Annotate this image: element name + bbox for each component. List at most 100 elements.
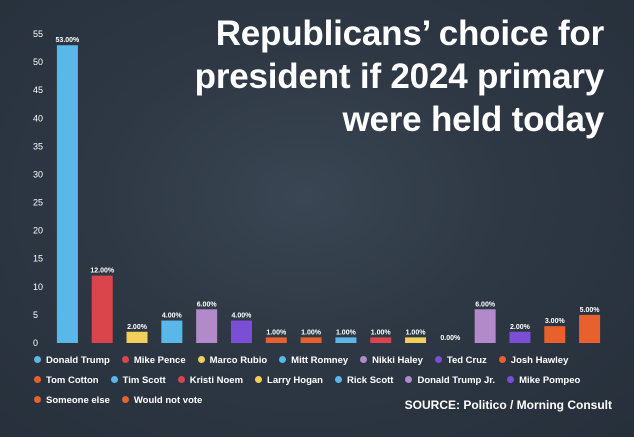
legend-label: Larry Hogan (267, 375, 323, 386)
data-label: 6.00% (197, 301, 218, 308)
legend-label: Kristi Noem (189, 375, 244, 386)
data-label: 5.00% (580, 307, 601, 314)
y-tick-label: 55 (33, 29, 43, 39)
bar (300, 337, 322, 343)
y-tick-label: 35 (33, 141, 43, 151)
legend-label: Josh Hawley (510, 355, 569, 366)
legend-swatch (34, 396, 41, 403)
legend-swatch (121, 356, 129, 363)
data-label: 6.00% (475, 301, 496, 308)
legend-item: Mike Pence (121, 351, 186, 371)
legend-swatch (177, 376, 185, 383)
y-tick-label: 20 (33, 226, 43, 236)
legend-item: Tom Cotton (34, 371, 99, 391)
data-label: 4.00% (232, 313, 253, 320)
legend-item: Kristi Noem (177, 371, 244, 391)
legend-item: Someone else (34, 391, 110, 411)
bar (370, 337, 392, 343)
data-label: 12.00% (90, 268, 115, 275)
legend-swatch (197, 356, 205, 363)
bar (405, 337, 427, 343)
legend-swatch (255, 376, 263, 383)
legend-swatch (360, 356, 368, 363)
y-tick-label: 10 (33, 282, 43, 292)
legend-swatch (34, 356, 41, 363)
data-label: 0.00% (440, 335, 461, 342)
legend-swatch (110, 376, 118, 383)
data-label: 4.00% (162, 313, 183, 320)
data-label: 3.00% (545, 318, 566, 325)
data-label: 53.00% (56, 37, 81, 44)
y-axis: 0 5 10 15 20 25 30 35 40 45 50 55 (33, 29, 43, 348)
bar (509, 331, 531, 343)
bar (265, 337, 287, 343)
y-tick-label: 15 (33, 254, 43, 264)
legend-label: Tom Cotton (46, 375, 99, 386)
data-label: 1.00% (371, 329, 392, 336)
legend-item: Nikki Haley (360, 351, 423, 371)
legend-item: Donald Trump (34, 351, 110, 371)
data-label: 2.00% (127, 324, 148, 331)
legend-label: Tim Scott (122, 375, 166, 386)
bar (335, 337, 357, 343)
legend-label: Ted Cruz (446, 355, 487, 366)
chart-title-line-3: were held today (342, 100, 604, 139)
data-label: 1.00% (336, 329, 357, 336)
legend-item: Donald Trump Jr. (405, 371, 495, 391)
y-tick-label: 40 (33, 113, 43, 123)
bar (579, 314, 601, 343)
data-label: 1.00% (301, 329, 322, 336)
legend-item: Larry Hogan (255, 371, 323, 391)
legend-item: Would not vote (121, 391, 203, 411)
bar (544, 326, 566, 343)
legend-swatch (507, 376, 515, 383)
source-note: SOURCE: Politico / Morning Consult (404, 398, 612, 412)
data-labels-group: 53.00% 12.00% 2.00% 4.00% 6.00% 4.00% 1.00% 1.0… (56, 37, 601, 342)
bar (161, 320, 183, 343)
legend-label: Mike Pompeo (519, 375, 581, 386)
data-label: 1.00% (266, 329, 287, 336)
legend-swatch (498, 356, 506, 363)
legend-swatch (434, 356, 442, 363)
chart-title-line-1: Republicans’ choice for (215, 14, 604, 53)
legend-label: Rick Scott (347, 375, 394, 386)
data-label: 2.00% (510, 324, 531, 331)
legend-label: Someone else (46, 395, 110, 406)
legend-item: Rick Scott (335, 371, 393, 391)
legend-item: Marco Rubio (197, 351, 268, 371)
legend-item: Mike Pompeo (507, 371, 580, 391)
legend-label: Donald Trump Jr. (417, 375, 496, 386)
bar (474, 309, 496, 343)
bar (230, 320, 252, 343)
legend-swatch (279, 356, 287, 363)
y-tick-label: 25 (33, 198, 43, 208)
legend-label: Mitt Romney (291, 355, 349, 366)
bar (126, 331, 148, 343)
y-tick-label: 0 (33, 338, 38, 348)
legend-label: Marco Rubio (209, 355, 268, 366)
legend-item: Mitt Romney (279, 351, 348, 371)
bar (56, 45, 78, 344)
legend-label: Mike Pence (133, 355, 186, 366)
y-tick-label: 30 (33, 169, 43, 179)
y-tick-label: 45 (33, 85, 43, 95)
legend-swatch (335, 376, 342, 383)
legend-swatch (34, 376, 41, 383)
legend-label: Donald Trump (46, 355, 110, 366)
legend-swatch (121, 396, 129, 403)
data-label: 1.00% (406, 329, 427, 336)
bar (196, 309, 218, 343)
y-tick-label: 5 (33, 310, 38, 320)
legend-label: Nikki Haley (372, 355, 423, 366)
legend-item: Josh Hawley (498, 351, 569, 371)
legend-item: Ted Cruz (434, 351, 487, 371)
bar (91, 275, 113, 343)
bars-group (56, 45, 601, 344)
legend: Donald Trump Mike Pence Marco Rubio Mitt Ro… (34, 351, 624, 411)
chart-title: Republicans’ choice for president if 202… (164, 12, 605, 141)
legend-swatch (405, 376, 413, 383)
chart-title-line-2: president if 2024 primary (194, 57, 605, 96)
legend-label: Would not vote (133, 395, 203, 406)
